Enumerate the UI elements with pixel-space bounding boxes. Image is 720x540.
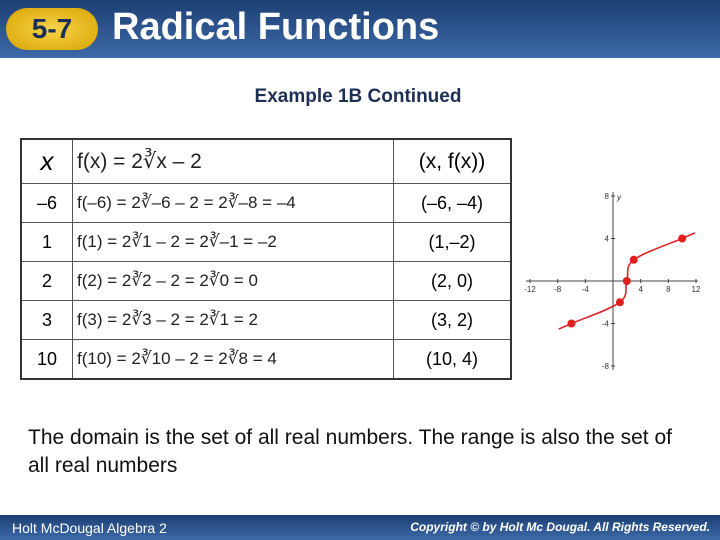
table-row: 3 f(3) = 2∛3 – 2 = 2∛1 = 2 (3, 2) (20, 300, 512, 340)
table-cell: (3, 2) (393, 300, 512, 340)
table-cell: x (20, 138, 73, 184)
x-tick-label: -8 (554, 285, 562, 294)
table-row: –6 f(–6) = 2∛–6 – 2 = 2∛–8 = –4 (–6, –4) (20, 183, 512, 223)
table-cell: (2, 0) (393, 261, 512, 301)
table-cell: 1 (20, 222, 73, 262)
point (615, 298, 624, 307)
x-tick-label: -4 (582, 285, 590, 294)
table-cell: (1,–2) (393, 222, 512, 262)
subtitle: Example 1B Continued (0, 86, 720, 108)
footer: Holt McDougal Algebra 2 Copyright © by H… (0, 515, 720, 540)
table-row: x f(x) = 2∛x – 2 (x, f(x)) (20, 138, 512, 184)
table-cell: f(3) = 2∛3 – 2 = 2∛1 = 2 (72, 300, 394, 340)
x-tick-label: 8 (666, 285, 671, 294)
y-tick-label: 8 (605, 192, 610, 201)
table-row: 1 f(1) = 2∛1 – 2 = 2∛–1 = –2 (1,–2) (20, 222, 512, 262)
table-cell: (10, 4) (393, 339, 512, 380)
point (678, 234, 687, 243)
x-tick-label: 4 (638, 285, 643, 294)
x-axis-label: x (699, 270, 700, 279)
graph: x y -12 -8 -4 4 8 12 8 4 -4 -8 (524, 192, 700, 371)
table-cell: f(2) = 2∛2 – 2 = 2∛0 = 0 (72, 261, 394, 301)
title: Radical Functions (112, 6, 440, 48)
table-cell: f(–6) = 2∛–6 – 2 = 2∛–8 = –4 (72, 183, 394, 223)
point (629, 255, 638, 264)
table-cell: f(x) = 2∛x – 2 (72, 138, 394, 184)
x-tick-label: 12 (692, 285, 700, 294)
subtitle-text: Example 1B Continued (254, 86, 462, 107)
x-tick-label: -12 (524, 285, 536, 294)
point (622, 277, 631, 285)
y-tick-label: 4 (605, 235, 610, 244)
footer-left: Holt McDougal Algebra 2 (12, 520, 167, 536)
table-cell: 2 (20, 261, 73, 301)
table-cell: (x, f(x)) (393, 138, 512, 184)
table: x f(x) = 2∛x – 2 (x, f(x)) –6 f(–6) = 2∛–6 –… (20, 138, 512, 380)
y-tick-label: -4 (602, 320, 610, 329)
table-cell: 10 (20, 339, 73, 380)
footer-right: Copyright © by Holt Mc Dougal. All Right… (410, 520, 710, 534)
y-tick-label: -8 (602, 362, 610, 371)
paragraph: The domain is the set of all real number… (28, 426, 672, 477)
table-cell: f(10) = 2∛10 – 2 = 2∛8 = 4 (72, 339, 394, 380)
table-row: 10 f(10) = 2∛10 – 2 = 2∛8 = 4 (10, 4) (20, 339, 512, 380)
table-cell: (–6, –4) (393, 183, 512, 223)
table-cell: –6 (20, 183, 73, 223)
table-cell: f(1) = 2∛1 – 2 = 2∛–1 = –2 (72, 222, 394, 262)
table-cell: 3 (20, 300, 73, 340)
y-axis-label: y (616, 193, 622, 202)
table-row: 2 f(2) = 2∛2 – 2 = 2∛0 = 0 (2, 0) (20, 261, 512, 301)
header-bar: 5-7 Radical Functions (0, 0, 720, 58)
point (567, 319, 576, 328)
badge: 5-7 (6, 8, 98, 50)
